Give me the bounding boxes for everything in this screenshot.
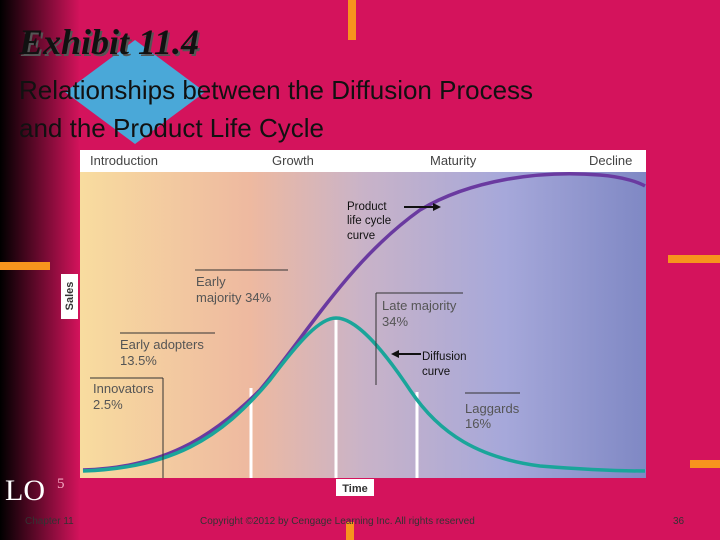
stage-label: Decline xyxy=(589,153,632,168)
page-number: 36 xyxy=(673,516,685,527)
accent-bar xyxy=(690,460,720,468)
accent-bar xyxy=(668,255,720,263)
plot-area xyxy=(80,172,646,478)
diamond xyxy=(65,40,205,144)
accent-bar xyxy=(0,262,50,270)
plc-curve xyxy=(82,172,646,472)
title-shadow: Exhibit 11.4 xyxy=(20,24,201,64)
adopter-label: 2.5% xyxy=(93,397,123,412)
adopter-label: Laggards xyxy=(465,401,520,416)
stage-label: Growth xyxy=(272,153,314,168)
adopter-label: Early adopters xyxy=(120,337,204,352)
x-axis-label: Time xyxy=(342,483,367,495)
lo-number: 5 xyxy=(57,476,65,492)
stage-band xyxy=(80,150,646,172)
adopter-label: 34% xyxy=(382,314,408,329)
plc-label: Product xyxy=(347,201,387,213)
diffusion-curve xyxy=(82,316,646,473)
arrowhead xyxy=(433,203,441,211)
stage-label: Maturity xyxy=(430,153,477,168)
y-axis-label: Sales xyxy=(64,282,76,311)
axis-label-box xyxy=(336,479,374,496)
adopter-label: Innovators xyxy=(93,381,154,396)
leader-lines xyxy=(90,269,520,478)
lo-label: LO xyxy=(5,474,45,507)
chapter: Chapter 11 xyxy=(25,516,74,527)
plc-label: life cycle xyxy=(347,215,391,227)
axis-label-box xyxy=(61,274,78,319)
accent-bar xyxy=(348,0,356,40)
accent-bar xyxy=(346,522,354,540)
copyright: Copyright ©2012 by Cengage Learning Inc.… xyxy=(200,516,475,527)
adopter-label: 16% xyxy=(465,416,491,431)
adopter-label: 13.5% xyxy=(120,353,157,368)
adopter-label: majority 34% xyxy=(196,290,272,305)
adopter-label: Late majority xyxy=(382,298,457,313)
subtitle: and the Product Life Cycle xyxy=(19,113,324,143)
title: Exhibit 11.4 xyxy=(18,22,199,62)
diffusion-label: Diffusion xyxy=(422,351,467,363)
adopter-label: Early xyxy=(196,274,226,289)
stage-label: Introduction xyxy=(90,153,158,168)
arrowhead xyxy=(391,350,399,358)
plc-label: curve xyxy=(347,230,375,242)
subtitle: Relationships between the Diffusion Proc… xyxy=(19,75,533,105)
diffusion-label: curve xyxy=(422,366,450,378)
